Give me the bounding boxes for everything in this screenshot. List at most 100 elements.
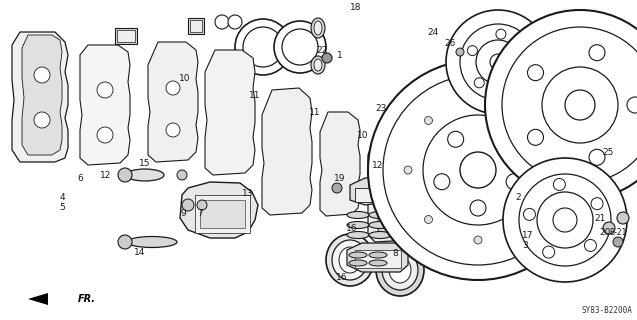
Polygon shape	[262, 88, 312, 215]
Circle shape	[507, 81, 517, 91]
Text: 14: 14	[134, 247, 146, 257]
Polygon shape	[28, 293, 48, 305]
Text: 18: 18	[350, 3, 362, 12]
Circle shape	[542, 67, 618, 143]
Circle shape	[197, 200, 207, 210]
Circle shape	[215, 15, 229, 29]
Circle shape	[448, 131, 464, 147]
Circle shape	[524, 215, 531, 223]
Circle shape	[527, 129, 543, 145]
Ellipse shape	[314, 21, 322, 35]
Circle shape	[97, 127, 113, 143]
Circle shape	[424, 116, 433, 124]
Circle shape	[524, 208, 536, 220]
Ellipse shape	[369, 231, 391, 238]
Circle shape	[519, 174, 611, 266]
Circle shape	[524, 116, 531, 124]
Circle shape	[565, 90, 595, 120]
Text: 17: 17	[522, 230, 534, 239]
Circle shape	[585, 239, 596, 252]
Ellipse shape	[326, 234, 374, 286]
Bar	[355, 188, 383, 202]
Ellipse shape	[349, 260, 367, 266]
Circle shape	[34, 67, 50, 83]
Text: 1: 1	[337, 51, 343, 60]
Text: 10: 10	[179, 74, 190, 83]
Ellipse shape	[347, 231, 369, 238]
Text: 2: 2	[515, 193, 521, 202]
Circle shape	[468, 46, 477, 56]
Text: 11: 11	[249, 91, 261, 100]
Circle shape	[424, 215, 433, 223]
Text: B-21: B-21	[610, 228, 627, 236]
Circle shape	[613, 237, 623, 247]
Text: 4: 4	[59, 193, 65, 202]
Ellipse shape	[314, 59, 322, 71]
Bar	[200, 200, 245, 228]
Circle shape	[446, 10, 550, 114]
Circle shape	[537, 192, 593, 248]
Text: 16: 16	[347, 223, 358, 233]
Ellipse shape	[382, 250, 418, 290]
Bar	[188, 18, 204, 34]
Circle shape	[476, 40, 520, 84]
Text: SY83-B2200A: SY83-B2200A	[581, 306, 632, 315]
Text: 10: 10	[357, 131, 369, 140]
Text: 16: 16	[336, 274, 348, 283]
Ellipse shape	[369, 260, 387, 266]
Bar	[118, 148, 443, 296]
Text: 13: 13	[242, 188, 254, 197]
Text: 23: 23	[375, 103, 387, 113]
Circle shape	[627, 97, 637, 113]
Text: 20: 20	[599, 228, 611, 236]
Circle shape	[97, 82, 113, 98]
Text: 26: 26	[445, 38, 455, 47]
Circle shape	[591, 198, 603, 210]
Ellipse shape	[369, 221, 391, 228]
Ellipse shape	[347, 221, 369, 228]
Circle shape	[118, 235, 132, 249]
Circle shape	[506, 174, 522, 190]
Circle shape	[166, 81, 180, 95]
Circle shape	[485, 10, 637, 200]
Polygon shape	[22, 35, 62, 155]
Circle shape	[404, 166, 412, 174]
Polygon shape	[320, 112, 360, 216]
Circle shape	[474, 236, 482, 244]
Circle shape	[282, 29, 318, 65]
Circle shape	[177, 170, 187, 180]
Circle shape	[274, 21, 326, 73]
Circle shape	[368, 60, 588, 280]
Polygon shape	[12, 32, 68, 162]
Bar	[117, 30, 135, 42]
Circle shape	[492, 131, 508, 147]
Circle shape	[496, 29, 506, 39]
Polygon shape	[347, 243, 408, 272]
Circle shape	[470, 200, 486, 216]
Text: 19: 19	[334, 173, 346, 182]
Circle shape	[543, 246, 555, 258]
Polygon shape	[205, 50, 255, 175]
Bar	[195, 195, 250, 233]
Text: 9: 9	[180, 209, 186, 218]
Polygon shape	[80, 45, 130, 165]
Bar	[5, 12, 170, 180]
Circle shape	[589, 149, 605, 165]
Circle shape	[490, 54, 506, 70]
Polygon shape	[350, 178, 388, 205]
Circle shape	[502, 27, 637, 183]
Ellipse shape	[127, 236, 177, 247]
Text: 7: 7	[197, 209, 203, 218]
Circle shape	[544, 166, 552, 174]
Circle shape	[456, 48, 464, 56]
Circle shape	[118, 168, 132, 182]
Text: 8: 8	[392, 249, 398, 258]
Ellipse shape	[126, 169, 164, 181]
Circle shape	[166, 123, 180, 137]
Circle shape	[243, 27, 283, 67]
Circle shape	[182, 199, 194, 211]
Ellipse shape	[332, 240, 368, 280]
Ellipse shape	[311, 56, 325, 74]
Text: FR.: FR.	[78, 294, 96, 304]
Circle shape	[332, 183, 342, 193]
